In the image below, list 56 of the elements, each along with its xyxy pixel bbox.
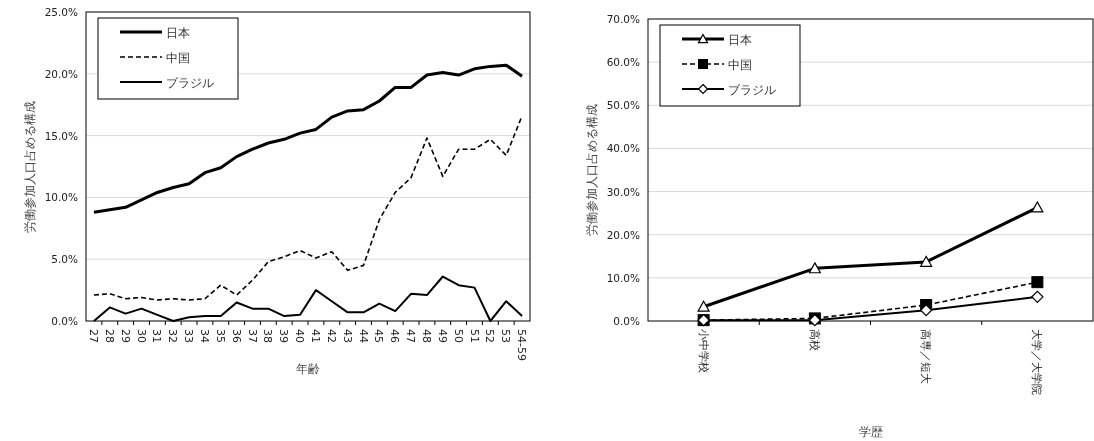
x-tick-label: 27	[86, 329, 100, 343]
x-tick-label: 49	[435, 329, 449, 343]
y-tick-label: 50.0%	[606, 99, 641, 112]
legend-label: ブラジル	[166, 76, 214, 90]
y-tick-label: 70.0%	[606, 13, 641, 25]
x-tick-label: 大学／大学院	[1030, 329, 1044, 395]
x-tick-label: 41	[308, 329, 322, 343]
y-tick-label: 25.0%	[44, 6, 79, 18]
y-tick-label: 20.0%	[44, 67, 79, 80]
x-tick-label: 29	[118, 329, 132, 343]
y-tick-label: 40.0%	[606, 142, 641, 155]
x-tick-label: 36	[229, 329, 243, 343]
y-tick-label: 10.0%	[606, 271, 641, 284]
x-tick-label: 50	[451, 329, 465, 343]
legend-label: 日本	[728, 33, 752, 47]
x-tick-label: 39	[277, 329, 291, 343]
y-tick-label: 15.0%	[44, 129, 79, 142]
legend-label: 中国	[166, 51, 190, 65]
x-tick-label: 48	[419, 329, 433, 343]
legend-label: ブラジル	[728, 83, 776, 97]
x-tick-label: 45	[372, 329, 386, 343]
x-tick-label: 32	[166, 329, 180, 343]
y-axis-title: 労働参加人口占める構成	[23, 100, 37, 233]
x-tick-label: 47	[404, 329, 418, 343]
x-tick-label: 小中学校	[696, 329, 710, 373]
x-tick-label: 54-59	[515, 329, 529, 361]
x-tick-label: 38	[261, 329, 275, 343]
x-tick-label: 44	[356, 329, 370, 343]
x-tick-label: 53	[499, 329, 513, 343]
y-tick-label: 30.0%	[606, 185, 641, 198]
y-tick-label: 60.0%	[606, 56, 641, 69]
x-tick-label: 31	[150, 329, 164, 343]
y-tick-label: 20.0%	[606, 228, 641, 241]
x-axis-title: 学歴	[858, 425, 883, 439]
legend-label: 日本	[166, 26, 190, 40]
x-tick-label: 43	[340, 329, 354, 343]
x-tick-label: 高専／短大	[919, 329, 933, 384]
x-tick-label: 35	[213, 329, 227, 343]
y-tick-label: 10.0%	[44, 191, 79, 204]
x-tick-label: 42	[324, 329, 338, 343]
x-tick-label: 52	[483, 329, 497, 343]
legend-label: 中国	[728, 58, 752, 72]
x-tick-label: 30	[134, 329, 148, 343]
x-tick-label: 51	[467, 329, 481, 343]
x-tick-label: 33	[182, 329, 196, 343]
y-tick-label: 0.0%	[51, 315, 79, 327]
x-tick-label: 28	[102, 329, 116, 343]
x-tick-label: 40	[293, 329, 307, 343]
x-tick-label: 46	[388, 329, 402, 343]
x-tick-label: 34	[197, 329, 211, 343]
y-tick-label: 0.0%	[613, 315, 641, 327]
x-tick-label: 37	[245, 329, 259, 343]
y-axis-title: 労働参加人口占める構成	[585, 104, 599, 236]
y-tick-label: 5.0%	[51, 253, 79, 266]
x-tick-label: 高校	[807, 329, 821, 351]
x-axis-title: 年齢	[296, 362, 320, 376]
